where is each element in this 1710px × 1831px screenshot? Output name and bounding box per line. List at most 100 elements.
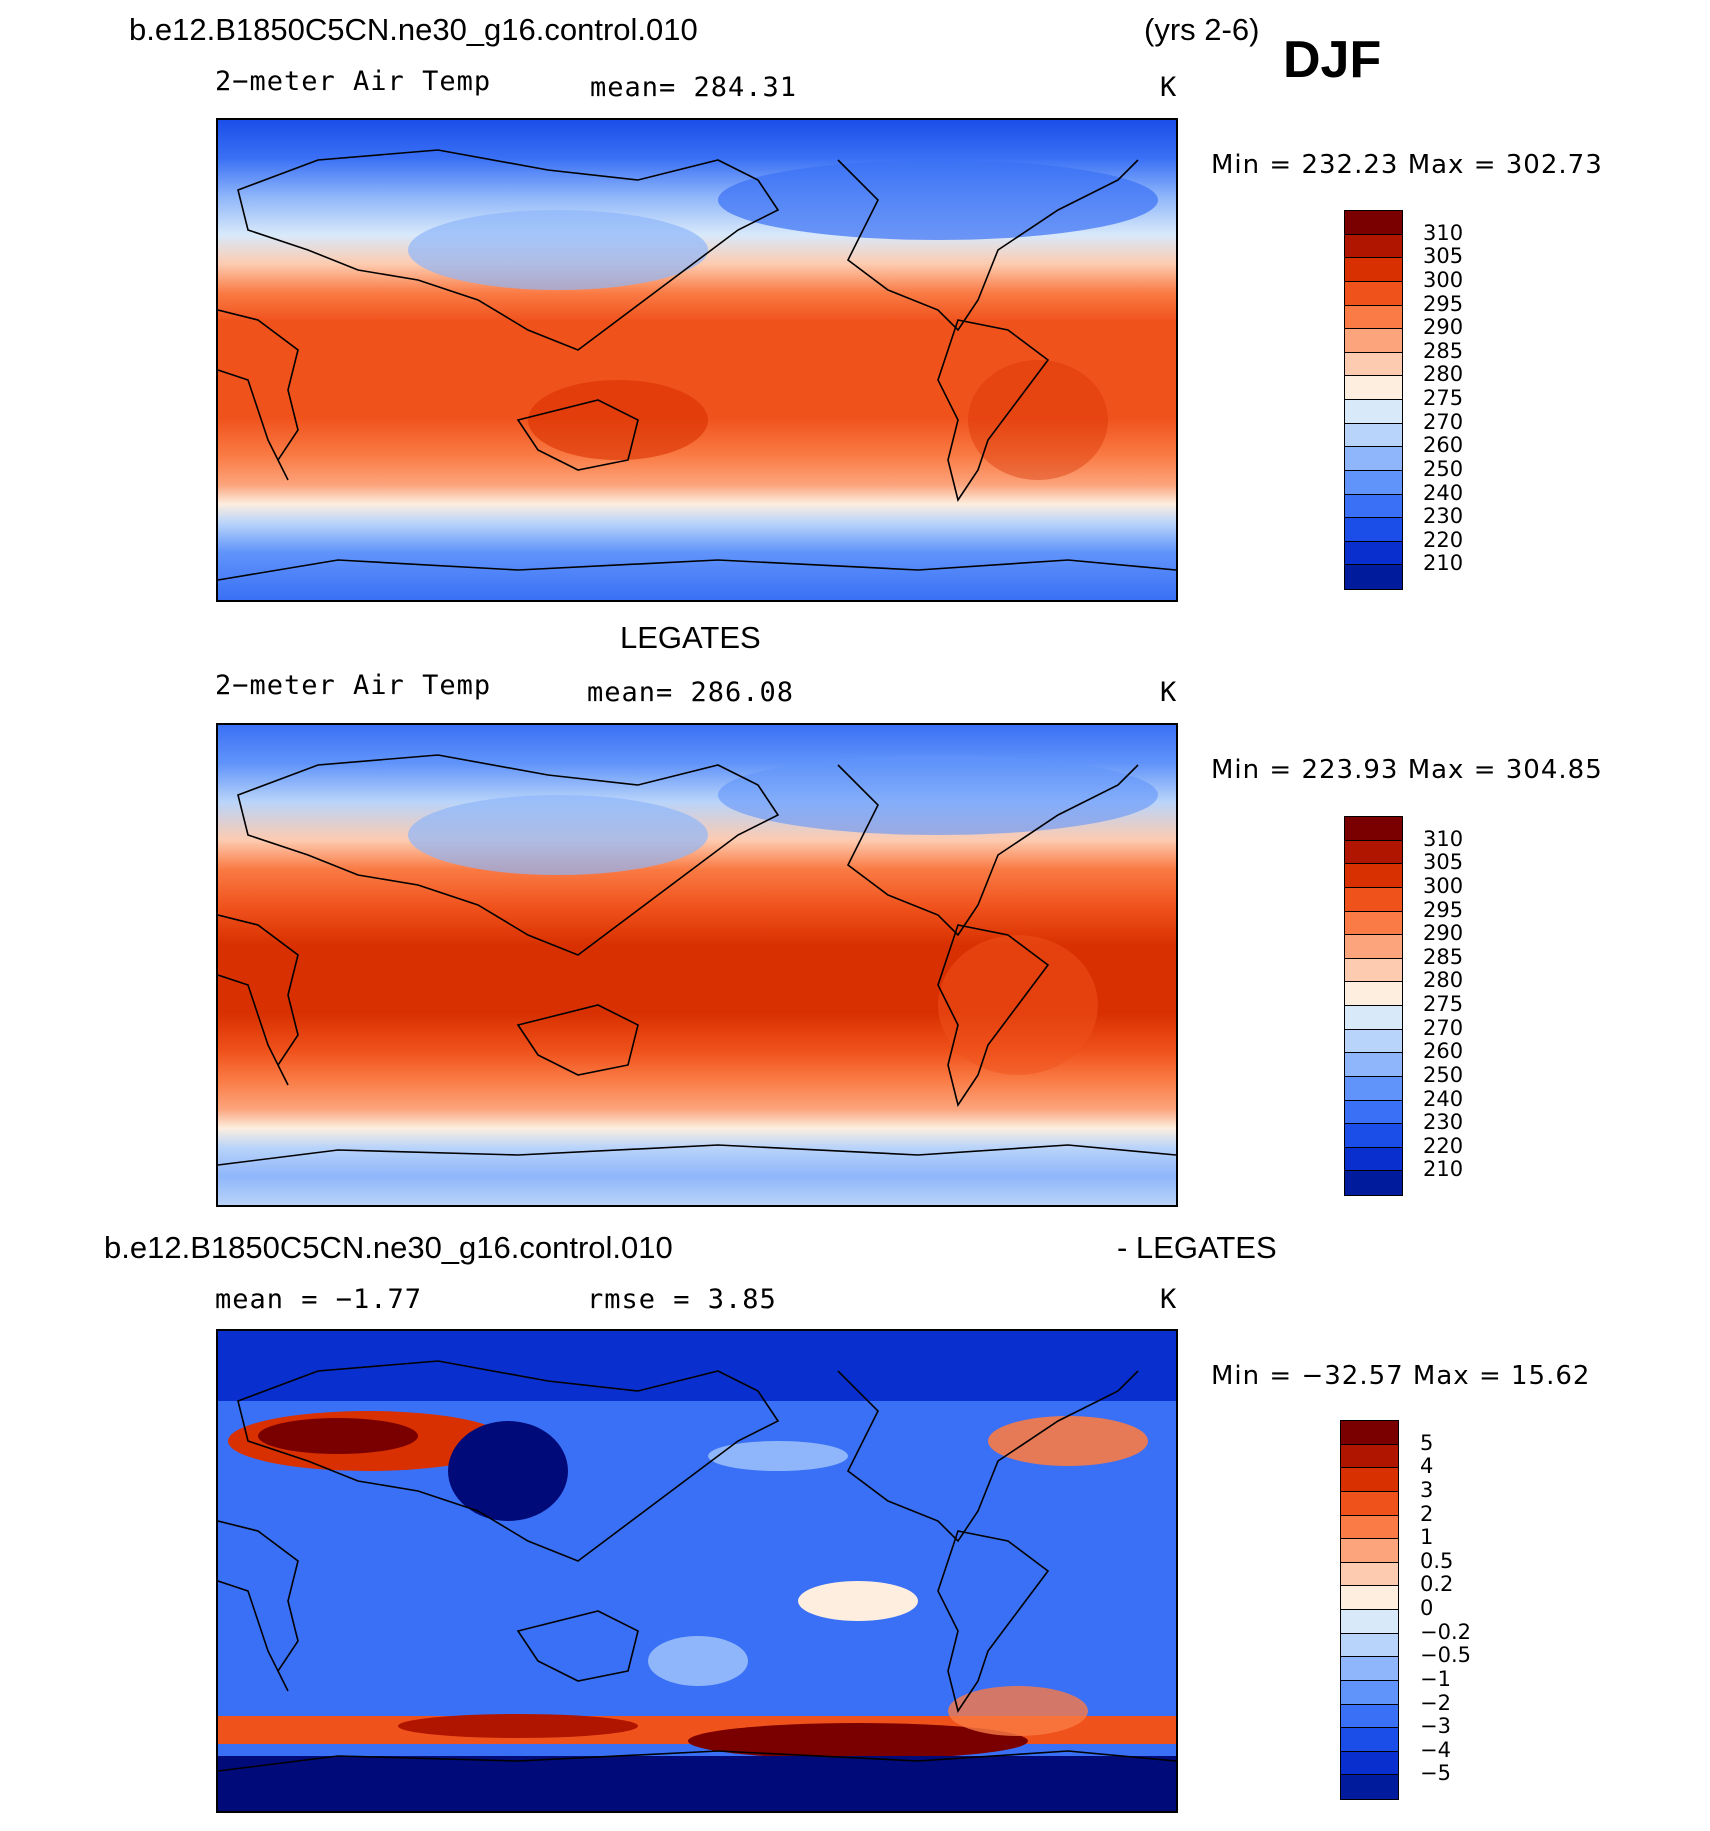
colorbar-cell: [1341, 1728, 1398, 1752]
colorbar-cell: [1341, 1751, 1398, 1776]
colorbar-label: 0.2: [1420, 1572, 1454, 1597]
panel2-units: K: [1160, 677, 1178, 708]
colorbar-label: 295: [1423, 291, 1464, 316]
colorbar-cell: [1345, 982, 1402, 1006]
colorbar-label: 3: [1420, 1477, 1434, 1502]
panel3-colorbar: [1340, 1420, 1399, 1800]
colorbar-cell: [1345, 958, 1402, 983]
colorbar-label: −0.5: [1420, 1643, 1471, 1668]
colorbar-label: 260: [1423, 433, 1464, 458]
panel1-units: K: [1160, 72, 1178, 103]
colorbar-cell: [1345, 470, 1402, 495]
panel2-mean: mean= 286.08: [587, 677, 795, 708]
colorbar-cell: [1345, 1124, 1402, 1148]
colorbar-cell: [1341, 1562, 1398, 1587]
colorbar-cell: [1345, 817, 1402, 841]
colorbar-label: 305: [1423, 244, 1464, 269]
colorbar-label: 305: [1423, 850, 1464, 875]
colorbar-cell: [1345, 565, 1402, 589]
colorbar-label: −0.2: [1420, 1619, 1471, 1644]
colorbar-label: 285: [1423, 944, 1464, 969]
panel3-map: [216, 1329, 1178, 1813]
colorbar-label: 2: [1420, 1501, 1434, 1526]
colorbar-label: 230: [1423, 1110, 1464, 1135]
colorbar-label: 280: [1423, 968, 1464, 993]
colorbar-label: 4: [1420, 1454, 1434, 1479]
colorbar-label: −2: [1420, 1690, 1451, 1715]
colorbar-label: 1: [1420, 1525, 1434, 1550]
colorbar-cell: [1345, 1053, 1402, 1077]
colorbar-cell: [1341, 1610, 1398, 1634]
panel2-variable: 2−meter Air Temp: [215, 670, 492, 701]
colorbar-label: 310: [1423, 826, 1464, 851]
colorbar-label: 240: [1423, 1086, 1464, 1111]
colorbar-cell: [1345, 352, 1402, 377]
colorbar-cell: [1341, 1586, 1398, 1610]
colorbar-label: 240: [1423, 480, 1464, 505]
colorbar-label: 275: [1423, 992, 1464, 1016]
colorbar-cell: [1345, 1076, 1402, 1101]
colorbar-cell: [1341, 1775, 1398, 1799]
colorbar-cell: [1341, 1515, 1398, 1540]
colorbar-cell: [1345, 1100, 1402, 1125]
colorbar-label: 270: [1423, 1015, 1464, 1040]
panel3-units: K: [1160, 1284, 1178, 1315]
case-title: b.e12.B1850C5CN.ne30_g16.control.010: [129, 12, 698, 47]
colorbar-cell: [1341, 1539, 1398, 1563]
colorbar-label: 280: [1423, 362, 1464, 387]
colorbar-cell: [1345, 911, 1402, 936]
colorbar-cell: [1345, 305, 1402, 330]
panel2-minmax: Min = 223.93 Max = 304.85: [1211, 755, 1603, 785]
colorbar-label: 210: [1423, 551, 1464, 576]
colorbar-cell: [1345, 329, 1402, 353]
colorbar-cell: [1341, 1704, 1398, 1729]
colorbar-label: −3: [1420, 1714, 1451, 1739]
colorbar-label: 290: [1423, 921, 1464, 946]
colorbar-label: −1: [1420, 1666, 1451, 1691]
colorbar-cell: [1345, 234, 1402, 259]
panel2-colorbar: [1344, 816, 1403, 1196]
panel3-title-right: - LEGATES: [1117, 1230, 1277, 1265]
panel1-map: [216, 118, 1178, 602]
colorbar-cell: [1345, 518, 1402, 542]
colorbar-cell: [1345, 281, 1402, 306]
colorbar-cell: [1345, 864, 1402, 888]
years-label: (yrs 2-6): [1144, 12, 1260, 47]
colorbar-label: 275: [1423, 386, 1464, 410]
colorbar-label: −4: [1420, 1737, 1451, 1762]
colorbar-cell: [1345, 494, 1402, 519]
panel1-colorbar: [1344, 210, 1403, 590]
colorbar-cell: [1345, 840, 1402, 865]
colorbar-cell: [1341, 1444, 1398, 1469]
colorbar-label: 5: [1420, 1430, 1434, 1455]
colorbar-cell: [1341, 1421, 1398, 1445]
colorbar-label: −5: [1420, 1761, 1451, 1786]
colorbar-cell: [1345, 887, 1402, 912]
colorbar-cell: [1345, 376, 1402, 400]
season-label: DJF: [1283, 31, 1382, 89]
colorbar-label: 295: [1423, 897, 1464, 922]
colorbar-label: 290: [1423, 315, 1464, 340]
panel1-variable: 2−meter Air Temp: [215, 66, 492, 97]
colorbar-cell: [1341, 1468, 1398, 1492]
colorbar-cell: [1345, 935, 1402, 959]
colorbar-label: 310: [1423, 220, 1464, 245]
colorbar-label: 250: [1423, 1062, 1464, 1087]
panel1-minmax: Min = 232.23 Max = 302.73: [1211, 150, 1603, 180]
colorbar-cell: [1345, 1147, 1402, 1172]
colorbar-cell: [1341, 1633, 1398, 1658]
colorbar-cell: [1341, 1657, 1398, 1681]
panel3-map-svg: [218, 1331, 1176, 1811]
colorbar-cell: [1341, 1680, 1398, 1705]
colorbar-cell: [1345, 400, 1402, 424]
colorbar-label: 285: [1423, 338, 1464, 363]
colorbar-label: 230: [1423, 504, 1464, 529]
colorbar-label: 300: [1423, 873, 1464, 898]
colorbar-label: 220: [1423, 527, 1464, 552]
colorbar-cell: [1345, 423, 1402, 448]
panel2-map: [216, 723, 1178, 1207]
colorbar-cell: [1345, 1171, 1402, 1195]
panel3-minmax: Min = −32.57 Max = 15.62: [1211, 1361, 1591, 1391]
panel3-title: b.e12.B1850C5CN.ne30_g16.control.010: [104, 1230, 673, 1265]
panel3-mean: mean = −1.77: [215, 1284, 423, 1315]
